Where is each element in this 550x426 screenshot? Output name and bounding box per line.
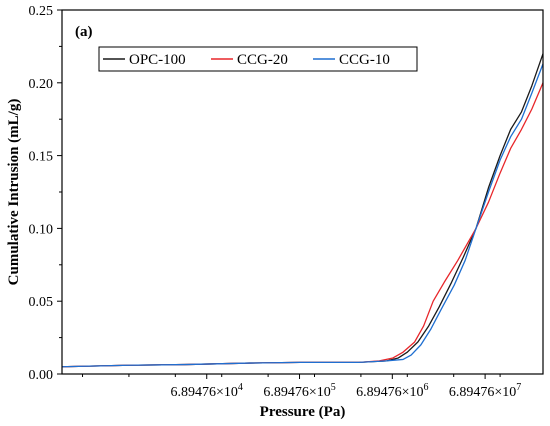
x-tick-label: 6.89476×105 (263, 382, 335, 400)
legend-label: CCG-20 (237, 52, 288, 68)
x-tick-label: 6.89476×106 (356, 382, 428, 400)
legend: OPC-100 CCG-20 CCG-10 (98, 46, 418, 72)
x-tick-label: 6.89476×107 (449, 382, 521, 400)
series-layer (61, 53, 544, 368)
x-tick-label: 6.89476×104 (171, 382, 243, 400)
legend-box (98, 46, 418, 72)
series-line-ccg-20 (61, 82, 544, 368)
y-axis-title: Cumulative Intrusion (mL/g) (6, 99, 22, 286)
x-axis-title: Pressure (Pa) (260, 404, 346, 420)
legend-label: OPC-100 (129, 52, 186, 68)
ticks-layer: 0.00 0.05 0.10 0.15 0.20 0.25 6.89476×104 6.894… (29, 4, 522, 400)
y-tick-label: 0.10 (29, 222, 54, 237)
series-line-ccg-10 (61, 63, 544, 368)
legend-label: CCG-10 (339, 52, 390, 68)
y-tick-label: 0.05 (29, 295, 54, 310)
plot-frame (61, 9, 544, 375)
panel-label: (a) (75, 24, 93, 40)
y-tick-label: 0.25 (29, 4, 54, 19)
y-tick-label: 0.00 (29, 368, 54, 383)
y-tick-label: 0.15 (29, 150, 54, 165)
y-tick-label: 0.20 (29, 77, 54, 92)
series-line-opc-100 (61, 53, 544, 368)
